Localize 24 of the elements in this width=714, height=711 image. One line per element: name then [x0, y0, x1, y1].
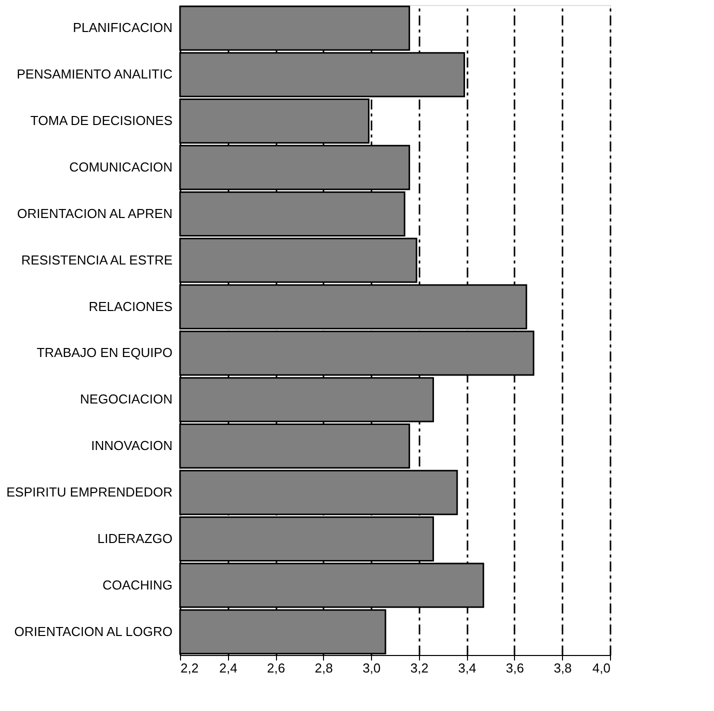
y-tick-label: PLANIFICACION [72, 20, 172, 36]
x-tick-label: 3,4 [458, 660, 476, 676]
y-tick-label: INNOVACION [91, 438, 172, 454]
x-tick-label: 2,2 [180, 660, 199, 676]
x-tick-label: 4,0 [592, 660, 610, 676]
y-tick-label: ORIENTACION AL APREN [17, 206, 172, 221]
y-tick-label: COACHING [102, 577, 172, 592]
y-tick-label: RESISTENCIA AL ESTRE [21, 252, 173, 268]
x-tick-label: 2,8 [314, 660, 333, 676]
y-tick-label: ESPIRITU EMPRENDEDOR [6, 484, 172, 500]
y-tick-label: LIDERAZGO [97, 530, 172, 546]
y-tick-label: TOMA DE DECISIONES [30, 113, 173, 128]
y-tick-label: NEGOCIACION [80, 392, 172, 407]
x-tick-label: 3,2 [410, 660, 428, 676]
x-tick-label: 2,4 [219, 660, 238, 676]
x-tick-label: 2,6 [267, 660, 286, 676]
y-tick-label: COMUNICACION [69, 160, 172, 174]
y-tick-label: RELACIONES [88, 298, 173, 314]
x-tick-label: 3,8 [554, 660, 572, 676]
x-tick-label: 3,6 [506, 660, 524, 676]
y-tick-label: PENSAMIENTO ANALITIC [16, 66, 172, 82]
x-tick-label: 3,0 [362, 660, 381, 676]
y-tick-label: ORIENTACION AL LOGRO [14, 624, 172, 639]
y-tick-label: TRABAJO EN EQUIPO [36, 345, 172, 360]
